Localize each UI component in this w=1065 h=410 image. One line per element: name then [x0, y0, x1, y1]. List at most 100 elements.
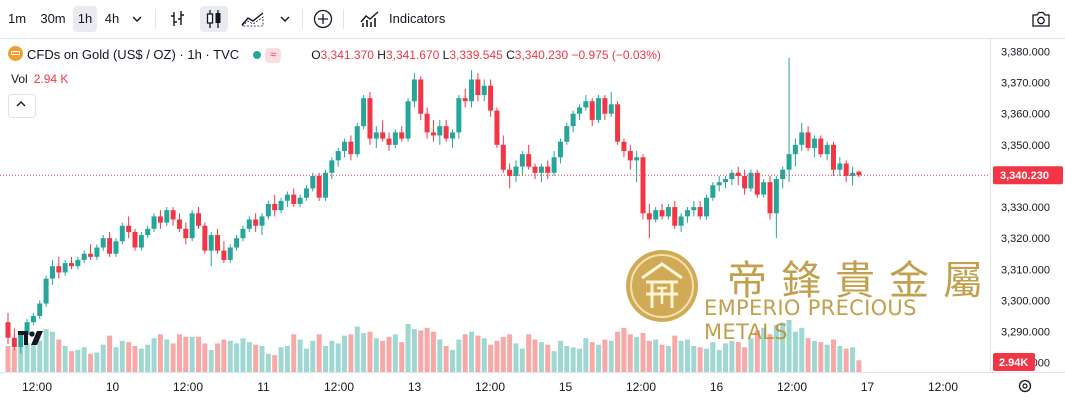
- collapse-legend-button[interactable]: [8, 94, 36, 118]
- candle-body: [469, 79, 475, 102]
- delayed-badge[interactable]: ≈: [265, 48, 282, 63]
- candle-style-button[interactable]: [200, 6, 228, 32]
- candle-body: [240, 228, 246, 239]
- low-value: 3,339.545: [449, 48, 503, 62]
- volume-bar: [596, 344, 602, 372]
- volume-bar: [462, 334, 468, 372]
- indicators-label: Indicators: [389, 11, 446, 26]
- volume-bar: [799, 327, 805, 372]
- candle-body: [246, 219, 252, 229]
- price-tick-label: 3,350.000: [1001, 140, 1050, 152]
- candle-body: [367, 98, 373, 139]
- bar-style-button[interactable]: [164, 6, 192, 32]
- time-scale[interactable]: 12:00 10 12:00 11 12:00 13 12:00 15 12:00 16 12:00…: [0, 373, 1065, 405]
- interval-1m-button[interactable]: 1m: [7, 11, 27, 26]
- interval-4h-button[interactable]: 4h: [104, 11, 120, 26]
- last-price-badge: [993, 166, 1063, 185]
- candle-body: [5, 322, 11, 338]
- candle-body: [272, 203, 278, 211]
- price-axis[interactable]: 3,380.000 3,370.000 3,360.000 3,350.000 3,34…: [990, 39, 1065, 372]
- volume-bar: [240, 338, 246, 372]
- symbol-legend[interactable]: CFDs on Gold (US$ / OZ) · 1h · TVC ≈ O3,34…: [8, 46, 661, 63]
- chart-pane[interactable]: [0, 39, 990, 372]
- candle-style-icon: [206, 10, 221, 28]
- volume-bar: [519, 348, 525, 372]
- candle-body: [570, 113, 576, 127]
- candle-body: [284, 194, 290, 201]
- candle-body: [621, 141, 627, 152]
- screenshot-button[interactable]: [1027, 6, 1055, 32]
- candle-body: [481, 85, 487, 96]
- candle-body: [545, 166, 551, 173]
- watermark: 帝鋒貴金屬 EMPERIO PRECIOUS METALS: [624, 246, 1004, 344]
- candle-body: [437, 126, 443, 136]
- price-scale[interactable]: 3,380.000 3,370.000 3,360.000 3,350.000 3,34…: [991, 39, 1065, 372]
- candle-body: [49, 266, 55, 279]
- volume-bar: [856, 360, 862, 372]
- volume-bar: [589, 342, 595, 372]
- candle-body: [18, 334, 24, 348]
- volume-bar: [411, 329, 417, 372]
- volume-legend[interactable]: Vol 2.94 K: [11, 72, 68, 86]
- candle-body: [450, 132, 455, 139]
- volume-bar: [570, 347, 576, 372]
- settings-icon: [1018, 379, 1032, 393]
- candle-body: [811, 138, 817, 148]
- volume-bar: [272, 355, 278, 372]
- volume-bar: [754, 330, 760, 372]
- volume-bar: [170, 343, 176, 372]
- candle-body: [615, 104, 621, 142]
- time-tick-label: 11: [257, 380, 270, 394]
- chart-type-dropdown-button[interactable]: [275, 6, 295, 32]
- candle-body: [659, 210, 665, 217]
- volume-bar: [278, 347, 284, 372]
- candle-body: [11, 337, 17, 348]
- candle-body: [767, 182, 773, 214]
- interval-30m-button[interactable]: 30m: [40, 11, 66, 26]
- candle-body: [221, 250, 227, 260]
- volume-bar: [119, 340, 125, 372]
- volume-bar: [24, 343, 30, 372]
- price-tick-label: 3,370.000: [1001, 78, 1050, 90]
- volume-bar: [176, 334, 182, 372]
- volume-bar: [75, 349, 81, 372]
- volume-bar: [49, 331, 55, 372]
- price-tick-label: 3,320.000: [1001, 233, 1050, 245]
- candle-body: [323, 172, 328, 198]
- volume-bar: [56, 339, 62, 372]
- volume-bar: [43, 329, 49, 372]
- volume-bar: [659, 344, 665, 372]
- candle-body: [538, 166, 544, 173]
- time-axis[interactable]: 12:00 10 12:00 11 12:00 13 12:00 15 12:00 16 12:00…: [0, 372, 1065, 405]
- candlestick-chart[interactable]: [0, 39, 990, 372]
- volume-bar: [456, 339, 462, 372]
- interval-dropdown-button[interactable]: [127, 6, 147, 32]
- volume-bar: [69, 351, 74, 372]
- last-price-label: 3,340.230: [1000, 170, 1049, 182]
- area-style-icon: [241, 12, 264, 27]
- watermark-english-text: EMPERIO PRECIOUS METALS: [704, 296, 917, 344]
- candle-body: [303, 188, 309, 198]
- volume-bar: [545, 344, 551, 372]
- volume-bar: [259, 346, 265, 372]
- interval-1h-button[interactable]: 1h: [73, 6, 97, 32]
- symbol-title[interactable]: CFDs on Gold (US$ / OZ) · 1h · TVC: [27, 47, 240, 62]
- volume-bar: [773, 325, 779, 372]
- tradingview-logo[interactable]: [18, 330, 44, 346]
- camera-icon: [1032, 11, 1050, 27]
- volume-bar: [634, 336, 640, 372]
- volume-bar: [761, 327, 767, 372]
- watermark-chinese-text: 帝鋒貴金屬: [727, 258, 997, 304]
- volume-bar: [323, 346, 328, 372]
- ohlc-values: O3,341.370 H3,341.670 L3,339.545 C3,340.…: [311, 48, 661, 62]
- candle-body: [399, 132, 405, 139]
- indicators-button[interactable]: Indicators: [358, 6, 454, 32]
- candle-body: [805, 132, 811, 148]
- candle-body: [596, 98, 602, 120]
- candle-body: [69, 263, 74, 267]
- add-compare-button[interactable]: [310, 6, 336, 32]
- candle-body: [297, 197, 303, 204]
- area-style-button[interactable]: [238, 6, 268, 32]
- candle-body: [850, 172, 856, 176]
- volume-badge: [993, 353, 1035, 371]
